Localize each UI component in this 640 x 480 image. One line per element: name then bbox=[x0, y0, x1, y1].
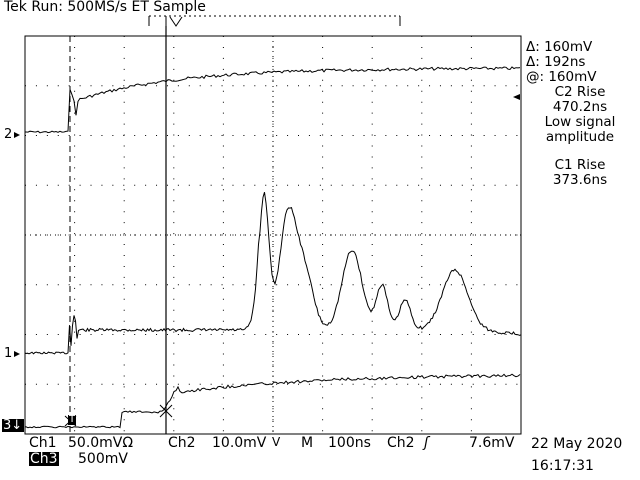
measurement-c2-rise-label: C2 Rise bbox=[554, 84, 606, 100]
trigger-position-marker: T bbox=[68, 414, 77, 425]
measurement-note-line1: Low signal bbox=[544, 114, 616, 130]
measurement-note-line2: amplitude bbox=[545, 129, 615, 145]
ch1-trace bbox=[24, 192, 522, 355]
measurement-c1-rise-label: C1 Rise bbox=[554, 157, 606, 173]
timebase-label: M bbox=[301, 435, 314, 451]
record-view-bracket bbox=[148, 15, 401, 27]
ch3-label: Ch3 bbox=[29, 451, 59, 467]
ch2-ground-arrow bbox=[14, 132, 20, 138]
trigger-level: 7.6mV bbox=[469, 435, 515, 451]
measurement-c1-rise-value: 373.6ns bbox=[552, 172, 608, 188]
time: 16:17:31 bbox=[531, 458, 594, 474]
ch2-label: Ch2 bbox=[168, 435, 196, 451]
ch1-label: Ch1 bbox=[29, 435, 57, 451]
readout-delta-voltage: Δ: 160mV bbox=[526, 39, 593, 55]
timebase-value: 100ns bbox=[328, 435, 371, 451]
graticule-frame bbox=[24, 35, 522, 435]
ch2-scale: 10.0mV bbox=[212, 435, 267, 451]
cursor-intersect-marker bbox=[64, 404, 173, 427]
ch2-trace bbox=[25, 66, 521, 134]
ch1-ground-arrow bbox=[14, 351, 20, 357]
ch1-scale: 50.0mVΩ bbox=[68, 435, 134, 451]
ch1-marker: 1 bbox=[4, 346, 13, 361]
trigger-level-arrow bbox=[513, 94, 520, 100]
ch3-marker: 3↓ bbox=[2, 418, 24, 433]
scope-title: Tek Run: 500MS/s ET Sample bbox=[4, 0, 206, 15]
readout-at-voltage: @: 160mV bbox=[526, 69, 597, 85]
date: 22 May 2020 bbox=[531, 436, 623, 452]
trigger-slope-rising-icon: ʃ bbox=[424, 435, 429, 451]
measurement-c2-rise-value: 470.2ns bbox=[552, 99, 608, 115]
readout-delta-time: Δ: 192ns bbox=[526, 54, 586, 70]
ch3-trace bbox=[24, 373, 521, 429]
ch2-marker: 2 bbox=[4, 127, 13, 142]
trigger-source: Ch2 bbox=[387, 435, 415, 451]
graticule-grid bbox=[25, 36, 521, 434]
ch2-bandwidth-icon: ᐯ bbox=[272, 435, 281, 449]
ch3-scale: 500mV bbox=[78, 451, 128, 467]
